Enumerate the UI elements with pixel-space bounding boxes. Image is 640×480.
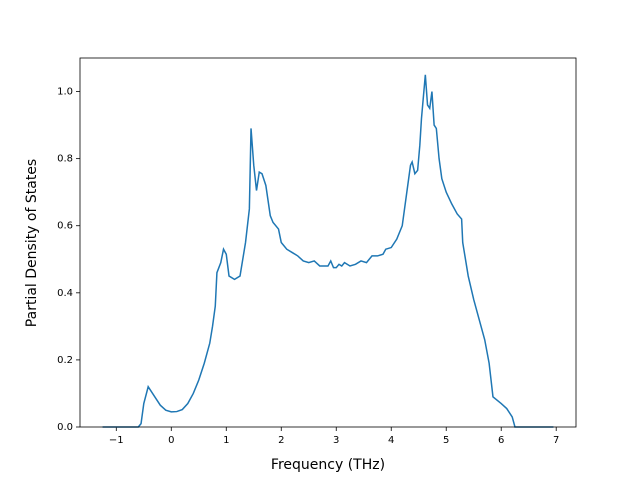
x-tick-label: 5 bbox=[443, 435, 449, 446]
y-tick-label: 0.2 bbox=[57, 355, 73, 366]
x-tick-label: 7 bbox=[553, 435, 559, 446]
x-tick-label: 6 bbox=[498, 435, 504, 446]
y-tick-label: 0.8 bbox=[57, 154, 73, 165]
y-tick-label: 1.0 bbox=[57, 87, 73, 98]
x-tick-label: 1 bbox=[223, 435, 229, 446]
x-tick-label: 3 bbox=[333, 435, 339, 446]
x-axis-label: Frequency (THz) bbox=[271, 457, 385, 473]
x-tick-label: 4 bbox=[388, 435, 394, 446]
y-tick-label: 0.4 bbox=[57, 288, 73, 299]
y-tick-label: 0.0 bbox=[57, 422, 73, 433]
y-tick-label: 0.6 bbox=[57, 221, 73, 232]
x-tick-label: 2 bbox=[278, 435, 284, 446]
y-axis-label: Partial Density of States bbox=[24, 159, 40, 327]
x-tick-label: −1 bbox=[109, 435, 124, 446]
plot-frame bbox=[79, 57, 577, 428]
x-tick-label: 0 bbox=[168, 435, 174, 446]
data-line bbox=[102, 74, 554, 428]
